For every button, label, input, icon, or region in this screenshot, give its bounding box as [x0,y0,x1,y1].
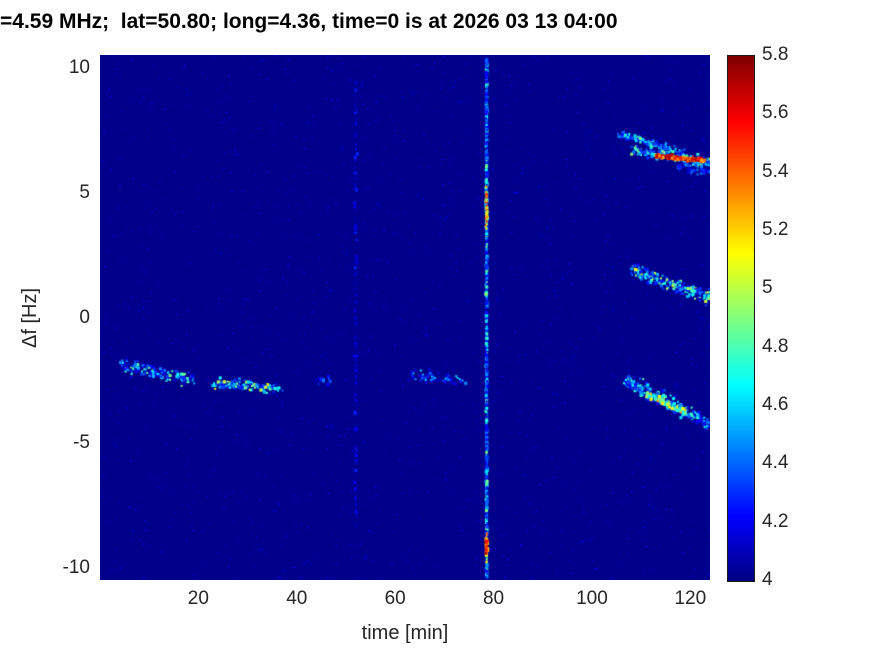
y-tick-label: 5 [79,181,90,203]
y-tick-label: -10 [62,556,90,578]
y-tick-label: -5 [73,431,90,453]
spectrogram-canvas [100,55,710,580]
y-tick-label: 10 [68,56,90,78]
colorbar-tick-label: 5.6 [762,102,789,124]
x-tick-label: 120 [674,588,707,609]
x-tick-label: 40 [286,588,308,609]
colorbar-canvas [727,55,755,582]
x-tick-label: 100 [576,588,608,609]
colorbar-tick-label: 5.2 [762,219,789,240]
colorbar-tick-label: 5.8 [762,44,789,65]
x-tick-label: 80 [482,588,505,609]
y-tick-label: 0 [79,306,90,328]
chart-title: =4.59 MHz; lat=50.80; long=4.36, time=0 … [0,10,618,33]
colorbar-tick-label: 4.6 [762,394,789,415]
colorbar-tick-label: 4.4 [762,452,789,474]
x-axis-label: time [min] [361,622,449,644]
colorbar-tick-label: 4 [762,569,773,590]
colorbar-tick-label: 4.2 [762,510,789,532]
colorbar-tick-label: 4.8 [762,335,789,357]
x-tick-label: 20 [187,588,209,609]
colorbar-tick-label: 5 [762,277,773,299]
colorbar-tick-label: 5.4 [762,160,789,182]
x-tick-label: 60 [384,588,406,609]
